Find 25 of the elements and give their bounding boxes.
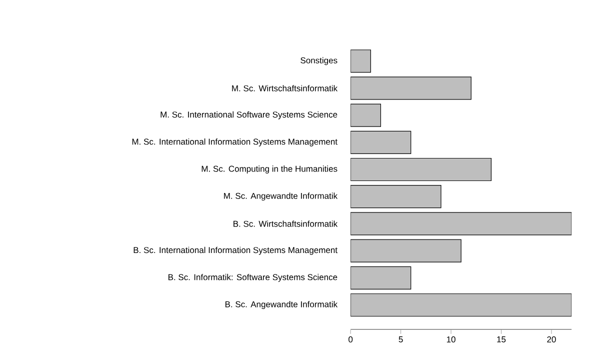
y-tick-label: M. Sc. International Information Systems Management — [132, 138, 338, 146]
bar — [350, 158, 492, 182]
y-tick-label: B. Sc. International Information Systems Management — [134, 246, 338, 255]
y-tick-label: M. Sc. International Software Systems Science — [160, 111, 338, 120]
bar — [350, 239, 462, 262]
bar — [350, 293, 572, 317]
bar — [350, 212, 572, 236]
y-tick-label: M. Sc. Wirtschaftsinformatik — [232, 85, 338, 92]
bar — [350, 266, 412, 290]
bar — [350, 130, 412, 154]
bar — [350, 185, 442, 208]
y-tick-label: B. Sc. Informatik: Software Systems Science — [168, 274, 338, 282]
y-tick-label: B. Sc. Wirtschaftsinformatik — [234, 220, 338, 227]
x-tick-label: 5 — [398, 336, 403, 342]
y-tick-label: B. Sc. Angewandte Informatik — [225, 301, 338, 309]
bar — [350, 104, 382, 127]
y-tick-label: Sonstiges — [300, 57, 338, 66]
y-tick-label: M. Sc. Computing in the Humanities — [202, 166, 338, 174]
y-tick-label: M. Sc. Angewandte Informatik — [224, 192, 338, 201]
x-tick-label: 0 — [348, 336, 353, 342]
bar — [350, 50, 371, 73]
x-tick-label: 15 — [497, 336, 506, 342]
x-tick-label: 20 — [547, 336, 556, 342]
x-tick-label: 10 — [446, 336, 456, 342]
bar — [350, 76, 472, 100]
